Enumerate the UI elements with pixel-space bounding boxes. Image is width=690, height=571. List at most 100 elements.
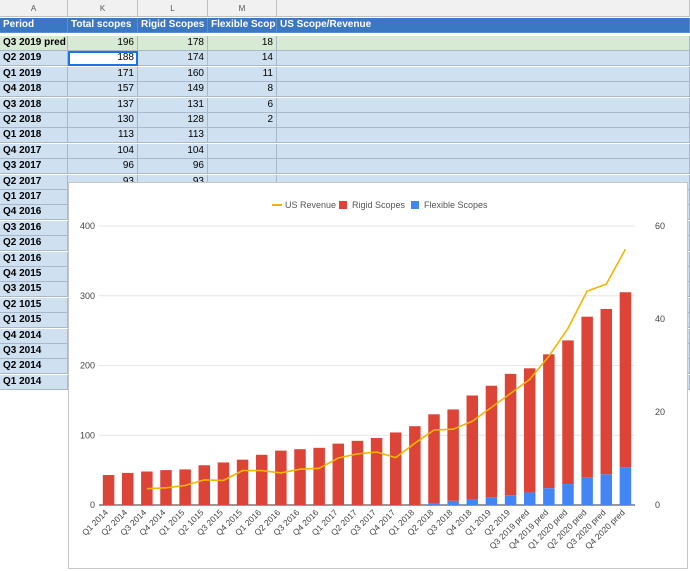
total-scopes-cell[interactable]: 188 xyxy=(68,51,138,67)
rigid-scopes-cell[interactable]: 131 xyxy=(138,97,208,113)
rigid-scopes-cell[interactable]: 104 xyxy=(138,143,208,159)
total-scopes-cell[interactable]: 157 xyxy=(68,82,138,98)
period-cell[interactable]: Q2 2016 xyxy=(0,236,68,252)
header-us-scope-revenue[interactable]: US Scope/Revenue xyxy=(277,18,690,33)
rigid-bar xyxy=(389,432,402,505)
rigid-bar xyxy=(141,471,153,505)
table-row: Q3 2019 pred 196 178 18 xyxy=(0,36,690,51)
period-cell[interactable]: Q2 2018 xyxy=(0,113,68,128)
flexible-scopes-cell[interactable]: 11 xyxy=(208,66,277,82)
period-cell[interactable]: Q1 2016 xyxy=(0,251,68,267)
rigid-scopes-cell[interactable]: 178 xyxy=(138,36,208,51)
flexible-bar xyxy=(619,467,632,505)
flexible-scopes-cell[interactable] xyxy=(208,128,277,144)
table-row: Q3 2017 96 96 xyxy=(0,159,690,175)
rigid-bar xyxy=(562,340,574,485)
us-scope-revenue-cell[interactable] xyxy=(277,66,690,82)
rigid-scopes-cell[interactable]: 160 xyxy=(138,66,208,82)
rigid-scopes-cell[interactable]: 174 xyxy=(138,51,208,67)
column-header-m[interactable]: M xyxy=(208,0,277,17)
us-scope-revenue-cell[interactable] xyxy=(277,143,690,159)
period-cell[interactable]: Q2 2014 xyxy=(0,359,68,375)
flexible-scopes-cell[interactable]: 8 xyxy=(208,82,277,98)
rigid-bar xyxy=(600,309,613,475)
rigid-bar xyxy=(504,373,517,496)
period-cell[interactable]: Q4 2018 xyxy=(0,82,68,98)
rigid-bar xyxy=(313,447,325,505)
period-cell[interactable]: Q4 2017 xyxy=(0,143,68,159)
period-cell[interactable]: Q1 2019 xyxy=(0,66,68,82)
header-flexible-scopes[interactable]: Flexible Scopes xyxy=(208,18,277,33)
total-scopes-cell[interactable]: 130 xyxy=(68,113,138,128)
flexible-bar xyxy=(581,477,593,505)
flexible-scopes-cell[interactable] xyxy=(208,159,277,175)
us-scope-revenue-cell[interactable] xyxy=(277,128,690,144)
y-tick-label-left: 0 xyxy=(90,500,95,510)
y-tick-label-right: 40 xyxy=(655,314,665,324)
us-scope-revenue-cell[interactable] xyxy=(277,51,690,67)
total-scopes-cell[interactable]: 137 xyxy=(68,97,138,113)
period-cell[interactable]: Q3 2016 xyxy=(0,220,68,236)
scopes-revenue-chart[interactable]: 0 100 200 300 400 0 20 40 60 Q1 2014 Q2 2014 Q3 201… xyxy=(68,182,688,569)
total-scopes-cell[interactable]: 171 xyxy=(68,66,138,82)
period-cell[interactable]: Q3 2014 xyxy=(0,344,68,359)
rigid-bar xyxy=(619,292,632,468)
y-tick-label-left: 400 xyxy=(80,221,95,231)
total-scopes-cell[interactable]: 196 xyxy=(68,36,138,51)
period-cell[interactable]: Q2 2017 xyxy=(0,174,68,190)
period-cell[interactable]: Q2 2019 xyxy=(0,51,68,67)
rigid-scopes-cell[interactable]: 96 xyxy=(138,159,208,175)
period-cell[interactable]: Q4 2016 xyxy=(0,205,68,221)
period-cell[interactable]: Q1 2015 xyxy=(0,313,68,329)
period-cell[interactable]: Q4 2015 xyxy=(0,267,68,282)
period-cell[interactable]: Q4 2014 xyxy=(0,328,68,344)
flexible-bar xyxy=(562,484,574,505)
period-cell[interactable]: Q3 2015 xyxy=(0,282,68,298)
flexible-bar xyxy=(466,499,479,505)
flexible-scopes-cell[interactable] xyxy=(208,143,277,159)
column-header-l[interactable]: L xyxy=(138,0,208,17)
header-total-scopes[interactable]: Total scopes xyxy=(68,18,138,33)
flexible-scopes-cell[interactable]: 18 xyxy=(208,36,277,51)
flexible-scopes-cell[interactable]: 2 xyxy=(208,113,277,128)
total-scopes-cell[interactable]: 104 xyxy=(68,143,138,159)
period-cell[interactable]: Q1 2014 xyxy=(0,374,68,390)
period-cell[interactable]: Q3 2019 pred xyxy=(0,36,68,51)
legend-label: Rigid Scopes xyxy=(352,200,406,210)
us-scope-revenue-cell[interactable] xyxy=(277,82,690,98)
rigid-bar xyxy=(179,469,191,505)
period-cell[interactable]: Q3 2018 xyxy=(0,97,68,113)
period-cell[interactable]: Q3 2017 xyxy=(0,159,68,175)
flexible-scopes-cell[interactable]: 6 xyxy=(208,97,277,113)
total-scopes-cell[interactable]: 113 xyxy=(68,128,138,144)
rigid-scopes-cell[interactable]: 128 xyxy=(138,113,208,128)
table-row: Q4 2018 157 149 8 xyxy=(0,82,690,98)
us-scope-revenue-cell[interactable] xyxy=(277,36,690,51)
period-cell[interactable]: Q2 1015 xyxy=(0,297,68,313)
table-row: Q3 2018 137 131 6 xyxy=(0,97,690,113)
header-period[interactable]: Period xyxy=(0,18,68,33)
rigid-bar xyxy=(543,354,555,489)
left-gutter xyxy=(0,182,68,569)
flexible-bar xyxy=(447,500,459,505)
period-cell[interactable]: Q1 2017 xyxy=(0,190,68,205)
header-rigid-scopes[interactable]: Rigid Scopes xyxy=(138,18,208,33)
column-header-n[interactable] xyxy=(277,0,690,17)
us-scope-revenue-cell[interactable] xyxy=(277,113,690,128)
rigid-scopes-cell[interactable]: 149 xyxy=(138,82,208,98)
column-header-a[interactable]: A xyxy=(0,0,68,17)
rigid-bar xyxy=(217,462,230,505)
rigid-bar xyxy=(121,472,134,505)
column-header-k[interactable]: K xyxy=(68,0,138,17)
total-scopes-cell[interactable]: 96 xyxy=(68,159,138,175)
rigid-scopes-cell[interactable]: 113 xyxy=(138,128,208,144)
flexible-bar xyxy=(523,492,536,505)
table-row: Q2 2019 188 174 14 xyxy=(0,51,690,67)
legend-swatch xyxy=(411,201,419,209)
flexible-scopes-cell[interactable]: 14 xyxy=(208,51,277,67)
us-scope-revenue-cell[interactable] xyxy=(277,159,690,175)
period-cell[interactable]: Q1 2018 xyxy=(0,128,68,144)
us-scope-revenue-cell[interactable] xyxy=(277,97,690,113)
rigid-bar xyxy=(275,450,287,505)
